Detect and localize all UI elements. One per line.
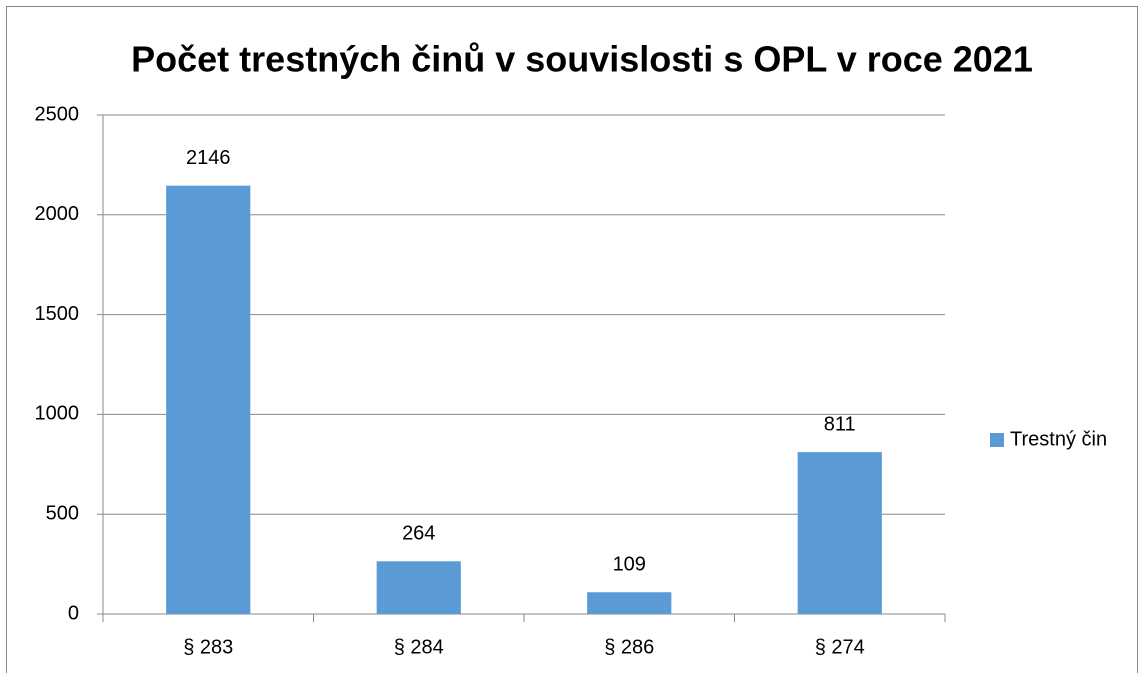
bar [797, 452, 882, 614]
data-label: 109 [613, 554, 646, 576]
x-tick-label: § 283 [183, 636, 233, 658]
data-label: 264 [402, 523, 435, 545]
bar [587, 592, 672, 614]
x-tick-label: § 286 [604, 636, 654, 658]
bar [166, 185, 251, 615]
y-tick-label: 0 [68, 602, 79, 624]
legend-label: Trestný čin [1010, 428, 1107, 450]
y-tick-label: 2500 [35, 103, 80, 125]
x-tick-label: § 284 [394, 636, 444, 658]
data-label: 811 [824, 413, 856, 435]
y-tick-label: 1500 [35, 303, 80, 325]
y-tick-label: 500 [46, 502, 79, 524]
y-tick-label: 2000 [35, 203, 80, 225]
chart-title: Počet trestných činů v souvislosti s OPL… [131, 39, 1033, 80]
bar [376, 561, 461, 614]
y-tick-label: 1000 [35, 403, 80, 425]
x-tick-label: § 274 [815, 636, 865, 658]
legend-swatch [990, 433, 1004, 447]
data-label: 2146 [186, 147, 231, 169]
